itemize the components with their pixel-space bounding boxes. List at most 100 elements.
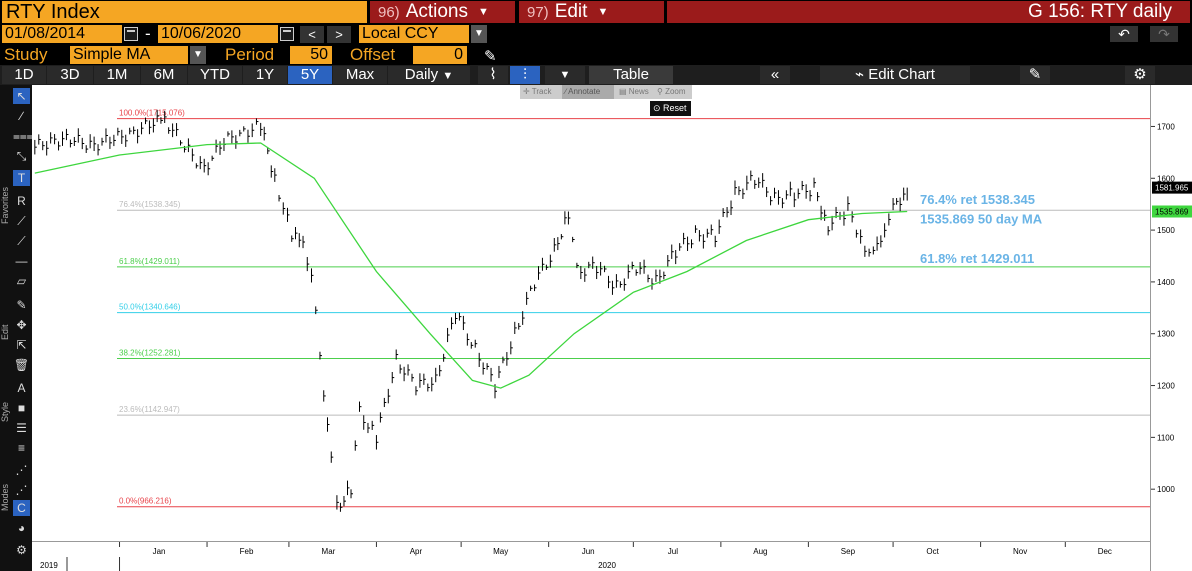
style-label: Style [0,402,10,423]
fib-level-label: 61.8%(1429.011) [119,257,180,266]
fib-level-label: 100.0%(1715.076) [119,109,185,118]
zoom-mode[interactable]: ⚲ Zoom [657,87,686,96]
offset-label: Offset [350,45,396,64]
edit-label: Edit [554,1,588,23]
chart-edit-icon: ⌁ [855,66,865,83]
cursor-icon[interactable]: ↖ [13,88,30,104]
font-icon[interactable]: A [17,381,26,395]
undo-button[interactable]: ↶ [1110,26,1138,42]
ticker-field[interactable]: RTY Index [2,1,367,23]
collapse-icon[interactable]: « [760,66,790,84]
period-label: Period [225,45,275,64]
zoom-label: Zoom [665,87,686,96]
line-draw-icon[interactable]: ∕ [20,109,23,123]
start-date-field[interactable]: 01/08/2014 [2,25,122,43]
retracement-icon[interactable]: R [17,194,26,208]
line-chart-icon[interactable]: ⌇ [478,66,508,84]
title-bar: RTY Index 96) Actions ▼ 97) Edit ▼ G 156: RT… [0,0,1192,24]
currency-select[interactable]: Local CCY [359,25,469,43]
annotate-icon[interactable]: ✎ [1020,66,1050,84]
range-6m-button[interactable]: 6M [141,66,187,84]
x-tick-label: Nov [1013,547,1027,556]
annotate-mode[interactable]: ∕ Annotate [562,85,614,99]
gear-icon[interactable]: ⚙ [1125,66,1155,84]
fib-level-label: 38.2%(1252.281) [119,348,181,357]
favorites-label: Favorites [0,186,10,224]
x-tick-label: May [493,547,508,556]
pen-icon[interactable]: ✎ [16,298,27,312]
chart-mode-toolbar: ✛ Track ∕ Annotate ▤ News ⚲ Zoom [520,85,692,99]
range-max-button[interactable]: Max [333,66,387,84]
calendar-icon[interactable] [124,27,138,41]
select-icon[interactable]: ⇱ [16,338,27,352]
next-period-button[interactable]: > [327,26,351,43]
prev-period-button[interactable]: < [300,26,324,43]
x-axis: Jan Feb Mar Apr May Jun Jul Aug Sep Oct Nov Dec 2019… [32,541,1150,571]
range-1m-button[interactable]: 1M [94,66,140,84]
modes-label: Modes [0,483,10,511]
channel-icon[interactable]: ▱ [16,274,27,288]
y-tick-label: 1200 [1157,382,1175,391]
fib-level-label: 23.6%(1142.947) [119,405,180,414]
ray-icon[interactable]: ⟋ [17,234,26,248]
fibonacci-icon[interactable]: ⩶ [13,129,34,143]
study-select[interactable]: Simple MA [70,46,188,64]
chart-toolbar: 1D 3D 1M 6M YTD 1Y 5Y Max Daily ▼ ⌇ ⫶ ▼ … [0,65,1192,85]
x-tick-label: Apr [410,547,423,556]
x-tick-label: Sep [841,547,856,556]
measure-icon[interactable]: ⤡ [16,149,27,163]
x-tick-label: Jul [668,547,678,556]
range-ytd-button[interactable]: YTD [188,66,242,84]
news-label: News [628,87,649,96]
edit-chart-button[interactable]: ⌁ Edit Chart [820,66,970,84]
annotation-label: 1535.869 50 day MA [920,212,1043,227]
range-1d-button[interactable]: 1D [2,66,46,84]
chart-area[interactable]: 100.0%(1715.076) 76.4%(1538.345) 61.8%(142… [32,85,1150,541]
mode-c-icon[interactable]: C [13,500,30,516]
settings-icon[interactable]: ⚙ [16,543,27,557]
edit-menu[interactable]: 97) Edit ▼ [519,1,664,23]
text-tool-icon[interactable]: T [13,170,30,186]
chart-type-dropdown[interactable]: ▼ [545,66,585,84]
calendar-icon[interactable] [280,27,294,41]
chevron-down-icon[interactable]: ▼ [190,46,206,64]
last-price-tag [1152,205,1192,218]
trendline-icon[interactable]: ⟋ [17,214,26,228]
fib-level-label: 76.4%(1538.345) [119,200,181,209]
x-tick-label: Jun [582,547,595,556]
line-style-icon[interactable]: ≡ [17,441,25,455]
frequency-select[interactable]: Daily ▼ [388,66,470,84]
palette-icon[interactable]: ◕ [17,521,26,535]
fill-color-icon[interactable]: ■ [17,401,26,415]
redo-button[interactable]: ↷ [1150,26,1178,42]
y-axis-svg: 1000 1100 1200 1300 1400 1500 1600 1700 1581.965… [1151,122,1192,494]
period-field[interactable]: 50 [290,46,332,64]
range-1y-button[interactable]: 1Y [243,66,287,84]
edit-label: Edit [0,324,10,340]
y-tick-label: 1000 [1157,485,1175,494]
chevron-down-icon: ▼ [597,6,609,18]
line-weight-icon[interactable]: ☰ [16,421,27,435]
annotation-label: 76.4% ret 1538.345 [920,192,1035,207]
trash-icon[interactable]: 🗑 [13,358,30,372]
range-3d-button[interactable]: 3D [47,66,93,84]
table-button[interactable]: Table [589,66,673,84]
end-date-field[interactable]: 10/06/2020 [158,25,278,43]
dotted-line-icon[interactable]: ⋰ [15,463,28,477]
pencil-icon[interactable]: ✎ [484,48,497,65]
offset-field[interactable]: 0 [413,46,467,64]
reset-label: Reset [663,103,687,113]
range-5y-button[interactable]: 5Y [288,66,332,84]
horizontal-line-icon[interactable]: — [15,254,28,268]
track-label: Track [531,87,552,96]
chevron-down-icon[interactable]: ▼ [471,25,487,43]
actions-menu[interactable]: 96) Actions ▼ [370,1,515,23]
bar-chart-icon[interactable]: ⫶ [510,66,540,84]
move-icon[interactable]: ✥ [16,318,27,332]
reset-button[interactable]: ⊙ Reset [650,101,691,116]
track-mode[interactable]: ✛ Track [523,87,552,96]
dashed-line-icon[interactable]: ⋰ [15,483,28,497]
fib-level-label: 0.0%(966.216) [119,497,172,506]
date-separator: - [145,24,151,43]
news-mode[interactable]: ▤ News [619,87,649,96]
